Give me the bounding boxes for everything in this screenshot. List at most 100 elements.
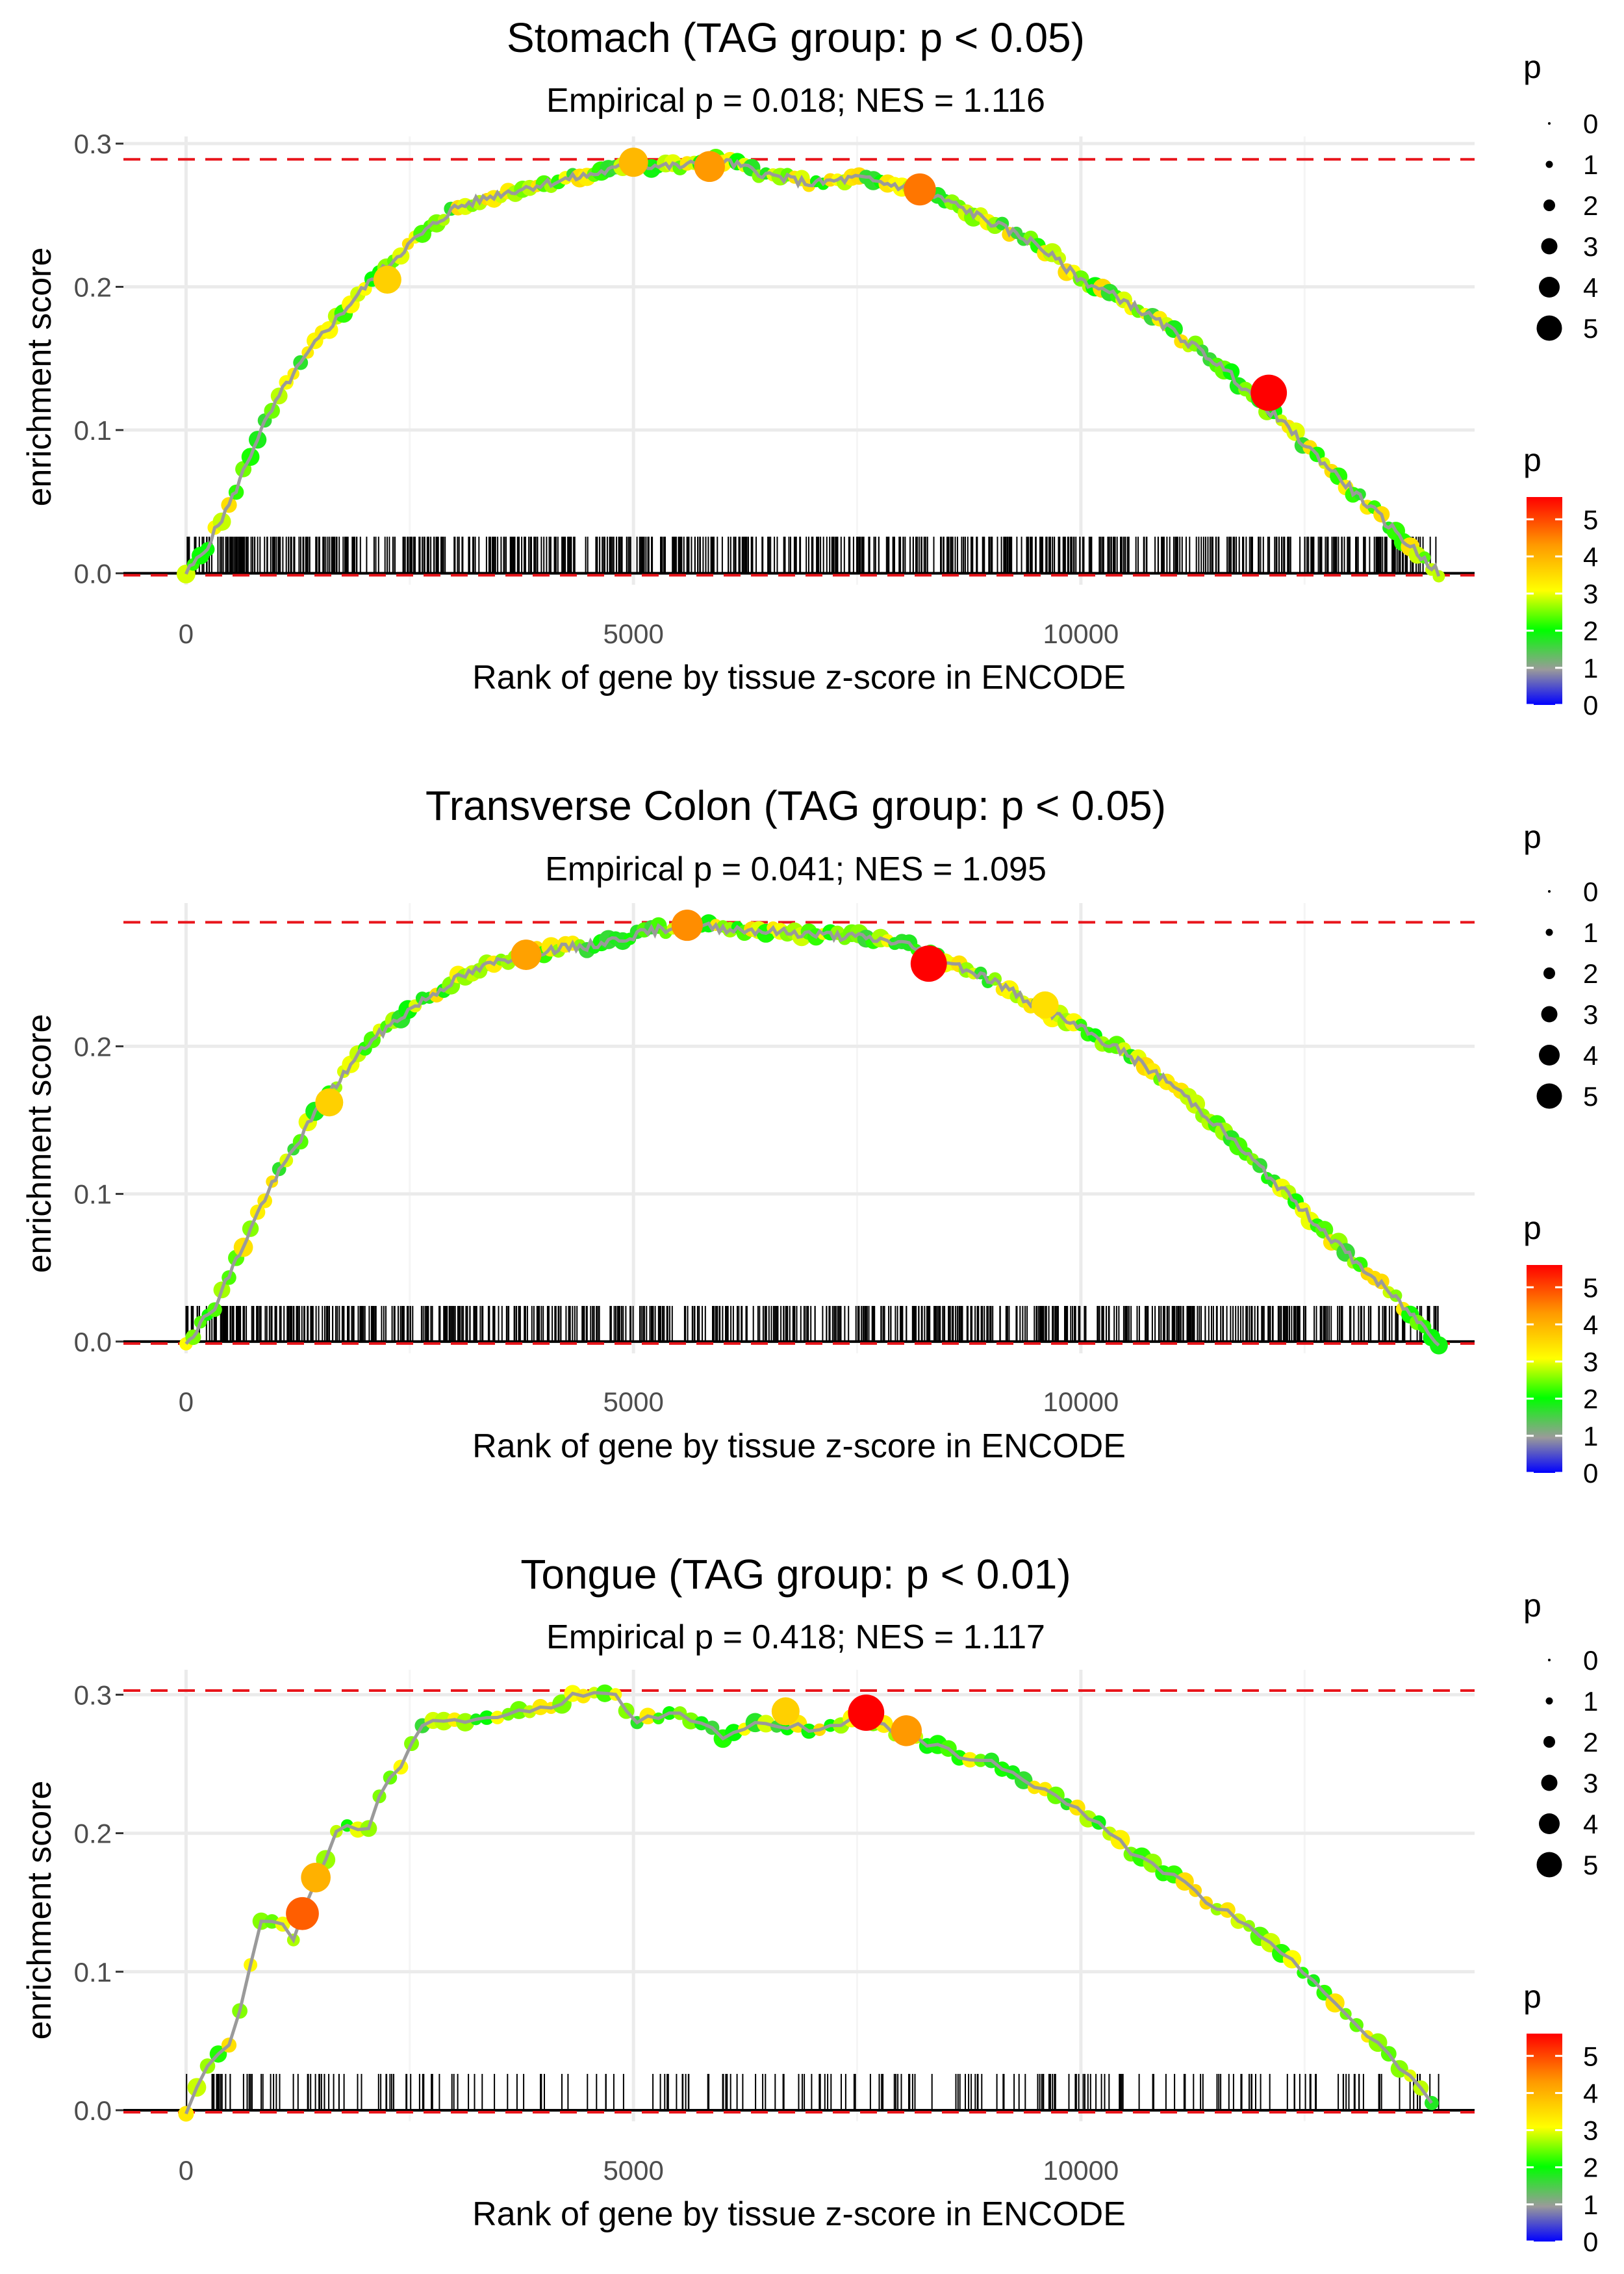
es-line — [184, 1691, 1433, 2115]
size-legend-label: 4 — [1583, 272, 1598, 303]
color-legend-title: p — [1523, 442, 1542, 478]
size-legend-dot — [1543, 199, 1555, 211]
color-legend: p 5 4 3 2 1 0 — [1523, 1210, 1598, 1488]
size-legend-dot — [1545, 1697, 1553, 1705]
highlight-point — [904, 173, 936, 206]
highlight-point — [301, 1862, 331, 1893]
size-legend-label: 4 — [1583, 1809, 1598, 1839]
size-legend-label: 3 — [1583, 231, 1598, 262]
color-legend-label: 5 — [1583, 2041, 1598, 2071]
size-legend-dot — [1536, 1083, 1562, 1109]
color-legend: p 5 4 3 2 1 0 — [1523, 1978, 1598, 2257]
grid — [123, 1670, 1475, 2121]
highlight-point — [618, 147, 648, 177]
highlight-point — [694, 151, 726, 183]
es-curve — [123, 1684, 1475, 2122]
y-tick-label: 0.3 — [74, 1680, 112, 1710]
size-legend-label: 1 — [1583, 1686, 1598, 1717]
size-legend-label: 2 — [1583, 190, 1598, 221]
x-tick-label: 0 — [179, 2155, 194, 2186]
rug — [185, 1306, 1439, 1342]
size-legend-label: 3 — [1583, 1768, 1598, 1798]
size-legend-dot — [1548, 1659, 1551, 1661]
highlight-point — [315, 1088, 344, 1117]
grid — [123, 903, 1475, 1353]
color-legend-label: 0 — [1583, 690, 1598, 721]
size-legend-label: 2 — [1583, 958, 1598, 989]
y-tick-label: 0.0 — [74, 558, 112, 589]
size-legend-title: p — [1523, 819, 1542, 855]
color-legend-label: 1 — [1583, 653, 1598, 683]
axis-ticks: 0 5000 10000 0.0 0.1 0.2 0.3 — [74, 129, 1119, 649]
size-legend-label: 2 — [1583, 1727, 1598, 1757]
chart-title: Tongue (TAG group: p < 0.01) — [520, 1551, 1071, 1598]
size-legend-dot — [1541, 1006, 1558, 1023]
y-tick-label: 0.1 — [74, 415, 112, 446]
x-tick-label: 0 — [179, 1386, 194, 1417]
size-legend-dot — [1536, 1852, 1562, 1878]
color-legend-label: 4 — [1583, 2078, 1598, 2108]
color-legend-label: 4 — [1583, 541, 1598, 572]
x-tick-label: 5000 — [603, 2155, 663, 2186]
x-axis-label: Rank of gene by tissue z-score in ENCODE — [472, 1427, 1126, 1465]
color-legend-bar — [1527, 497, 1562, 705]
chart-title: Transverse Colon (TAG group: p < 0.05) — [425, 782, 1166, 829]
es-line — [184, 919, 1440, 1347]
size-legend-label: 1 — [1583, 917, 1598, 948]
highlight-point — [1031, 991, 1059, 1019]
color-legend-label: 1 — [1583, 1421, 1598, 1451]
size-legend-dot — [1548, 890, 1551, 893]
x-axis-label: Rank of gene by tissue z-score in ENCODE — [472, 659, 1126, 696]
color-legend-label: 1 — [1583, 2190, 1598, 2220]
highlight-point — [373, 265, 401, 294]
highlight-point — [771, 1697, 800, 1726]
size-legend-title: p — [1523, 49, 1542, 85]
x-axis-label: Rank of gene by tissue z-score in ENCODE — [472, 2195, 1126, 2233]
panel-stomach: Stomach (TAG group: p < 0.05) Empirical … — [21, 14, 1598, 721]
highlight-point — [671, 910, 703, 941]
size-legend-label: 0 — [1583, 1645, 1598, 1676]
size-legend-label: 1 — [1583, 149, 1598, 180]
chart-title: Stomach (TAG group: p < 0.05) — [507, 14, 1085, 61]
x-tick-label: 5000 — [603, 1386, 663, 1417]
size-legend: p 0 1 2 3 4 5 — [1523, 49, 1598, 344]
color-legend: p 5 4 3 2 1 0 — [1523, 442, 1598, 721]
size-legend-title: p — [1523, 1587, 1542, 1624]
y-tick-label: 0.2 — [74, 1031, 112, 1062]
chart-subtitle: Empirical p = 0.418; NES = 1.117 — [546, 1618, 1045, 1656]
size-legend-label: 3 — [1583, 999, 1598, 1030]
x-tick-label: 10000 — [1043, 619, 1119, 649]
color-legend-bar — [1527, 2034, 1562, 2242]
color-legend-bar — [1527, 1265, 1562, 1473]
color-legend-label: 2 — [1583, 1384, 1598, 1414]
rug — [186, 2074, 1440, 2110]
highlight-point — [891, 1715, 922, 1746]
size-legend-label: 5 — [1583, 1081, 1598, 1112]
size-legend-dot — [1539, 1813, 1560, 1834]
size-legend-dot — [1543, 1736, 1555, 1748]
size-legend: p 0 1 2 3 4 5 — [1523, 1587, 1598, 1880]
size-legend-dot — [1539, 277, 1560, 298]
size-legend-dot — [1541, 1774, 1558, 1791]
size-legend-label: 5 — [1583, 313, 1598, 344]
highlight-point — [1250, 374, 1288, 411]
size-legend-dot — [1545, 160, 1553, 168]
size-legend-label: 5 — [1583, 1850, 1598, 1880]
y-axis-label: enrichment score — [21, 248, 58, 507]
size-legend: p 0 1 2 3 4 5 — [1523, 819, 1598, 1112]
y-tick-label: 0.1 — [74, 1179, 112, 1210]
color-legend-label: 0 — [1583, 1458, 1598, 1488]
color-legend-label: 2 — [1583, 2153, 1598, 2183]
color-legend-label: 3 — [1583, 1347, 1598, 1377]
size-legend-dot — [1545, 928, 1553, 936]
color-legend-label: 3 — [1583, 579, 1598, 609]
y-tick-label: 0.2 — [74, 1819, 112, 1849]
color-legend-label: 2 — [1583, 616, 1598, 646]
grid — [123, 136, 1475, 585]
size-legend-dot — [1548, 122, 1551, 125]
size-legend-dot — [1536, 315, 1562, 341]
x-tick-label: 0 — [179, 619, 194, 649]
size-legend-dot — [1539, 1045, 1560, 1066]
color-legend-title: p — [1523, 1978, 1542, 2015]
